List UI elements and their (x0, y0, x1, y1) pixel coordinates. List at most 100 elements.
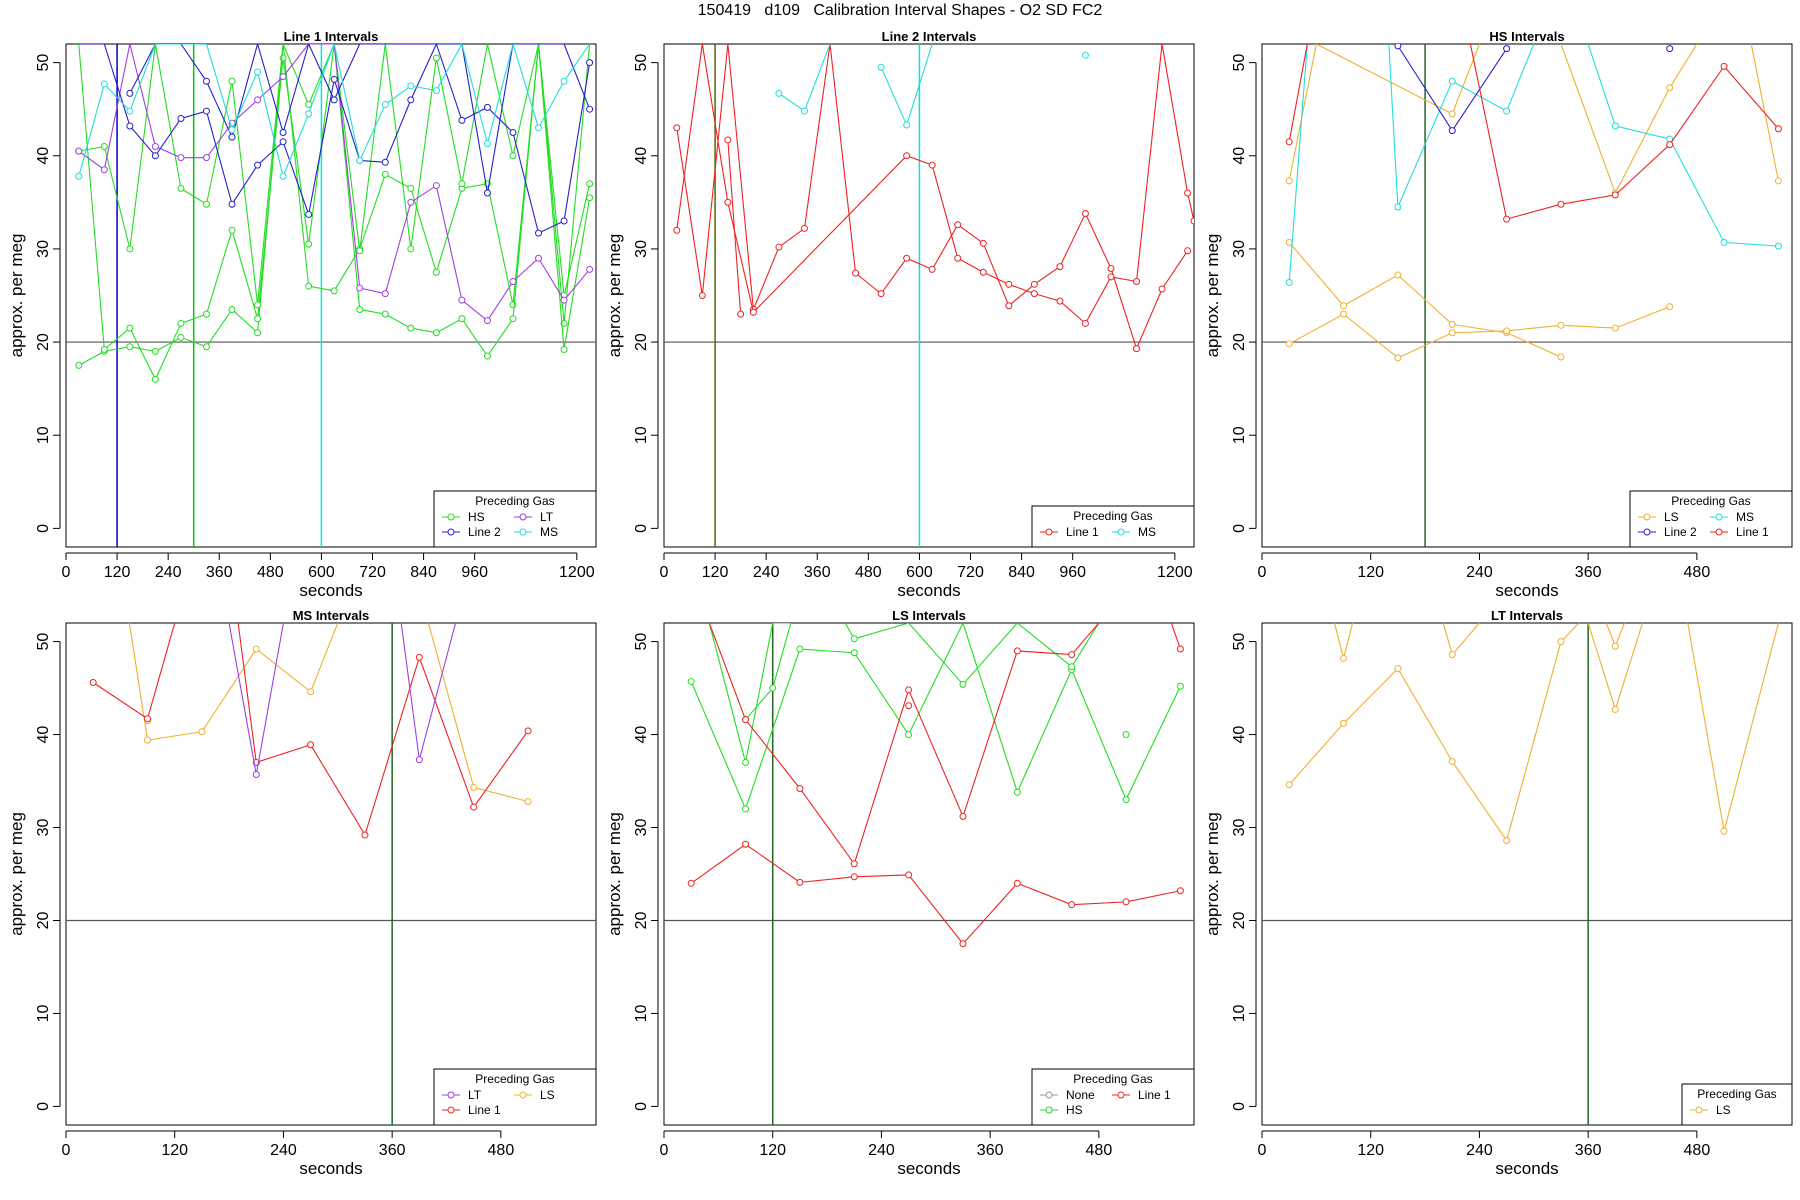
legend-marker (1045, 528, 1053, 536)
data-point (126, 343, 134, 351)
data-point (1557, 321, 1565, 329)
legend-marker (1643, 528, 1651, 536)
x-tick-label: 600 (906, 564, 933, 581)
series-line-ls (1687, 623, 1779, 832)
legend-marker (1045, 1091, 1053, 1099)
data-point (1285, 781, 1293, 789)
y-tick-label: 0 (1231, 524, 1248, 533)
data-point (1611, 705, 1619, 713)
legend-marker (1643, 513, 1651, 521)
data-point (586, 194, 594, 202)
data-point (356, 156, 364, 164)
data-point (905, 686, 913, 694)
data-point (509, 301, 517, 309)
data-point (724, 198, 732, 206)
data-point (279, 138, 287, 146)
data-point (560, 346, 568, 354)
y-tick-label: 50 (1231, 633, 1248, 651)
data-point (877, 290, 885, 298)
y-tick-label: 40 (35, 147, 52, 165)
data-point (381, 290, 389, 298)
data-point (586, 265, 594, 273)
x-tick-label: 960 (461, 564, 488, 581)
series-line-line-1 (1469, 44, 1779, 220)
series-group (1285, 623, 1779, 845)
legend-label: LS (540, 1088, 555, 1102)
x-axis: 0 120 240 360 480 600 720 840 960 1200 (62, 552, 595, 581)
data-point (586, 180, 594, 188)
data-point (1068, 901, 1076, 909)
y-tick-label: 10 (35, 1004, 52, 1022)
data-point (305, 282, 313, 290)
legend: Preceding Gas LT LS Line 1 (433, 1068, 597, 1126)
series-line-line-1 (237, 623, 529, 837)
data-point (144, 715, 152, 723)
y-axis: 0 10 20 30 40 50 (1231, 54, 1257, 533)
legend-entry: Line 1 (442, 1103, 501, 1117)
panel-title: HS Intervals (1489, 29, 1564, 44)
y-axis-label: approx. per meg (605, 812, 624, 936)
x-tick-label: 360 (206, 564, 233, 581)
series-line-ls (1333, 623, 1354, 659)
y-axis-label: approx. per meg (7, 812, 26, 936)
x-tick-label: 120 (104, 564, 131, 581)
y-tick-label: 10 (633, 1004, 650, 1022)
legend-title: Preceding Gas (1697, 1087, 1776, 1101)
x-tick-label: 120 (1357, 564, 1384, 581)
data-point (1122, 796, 1130, 804)
x-tick-label: 480 (1684, 1142, 1711, 1159)
data-point (356, 284, 364, 292)
data-point (100, 166, 108, 174)
data-point (1176, 887, 1184, 895)
data-point (1005, 302, 1013, 310)
legend-marker (1695, 1106, 1703, 1114)
plot-frame (663, 622, 1195, 1126)
data-point (1720, 62, 1728, 70)
data-point (1030, 280, 1038, 288)
data-point (458, 180, 466, 188)
chart-panel-6: LT Intervals 0 120 240 360 480 seconds 0 10 20 30 4… (1203, 608, 1793, 1178)
legend-entry: MS (1710, 510, 1754, 524)
data-point (432, 87, 440, 95)
data-point (850, 860, 858, 868)
y-tick-label: 50 (35, 54, 52, 72)
x-axis-label: seconds (299, 1159, 362, 1178)
legend-label: MS (1736, 510, 1754, 524)
data-point (800, 224, 808, 232)
data-point (852, 269, 860, 277)
data-point (1107, 273, 1115, 281)
x-tick-label: 240 (753, 564, 780, 581)
legend-title: Preceding Gas (475, 1072, 554, 1086)
data-point (483, 189, 491, 197)
x-axis: 0 120 240 360 480 (660, 1130, 1112, 1159)
data-point (305, 240, 313, 248)
y-tick-label: 10 (633, 426, 650, 444)
y-tick-label: 50 (35, 633, 52, 651)
data-point (228, 305, 236, 313)
legend-marker (447, 1106, 455, 1114)
plot-frame (65, 622, 597, 1126)
x-tick-label: 1200 (559, 564, 595, 581)
x-axis-label: seconds (1495, 1159, 1558, 1178)
x-tick-label: 960 (1059, 564, 1086, 581)
data-point (89, 678, 97, 686)
series-line-line-1 (676, 44, 1189, 351)
data-point (330, 287, 338, 295)
data-point (1448, 329, 1456, 337)
data-point (749, 308, 757, 316)
data-point (1340, 310, 1348, 318)
y-tick-label: 0 (633, 524, 650, 533)
data-point (202, 107, 210, 115)
y-axis-label: approx. per meg (1203, 812, 1222, 936)
data-point (877, 63, 885, 71)
plot-frame (663, 43, 1195, 548)
series-line-hs (78, 44, 591, 381)
data-point (1666, 84, 1674, 92)
data-point (407, 324, 415, 332)
data-point (1122, 731, 1130, 739)
data-point (356, 305, 364, 313)
data-point (151, 142, 159, 150)
data-point (954, 221, 962, 229)
legend: Preceding Gas LS (1681, 1083, 1793, 1126)
data-point (432, 182, 440, 190)
